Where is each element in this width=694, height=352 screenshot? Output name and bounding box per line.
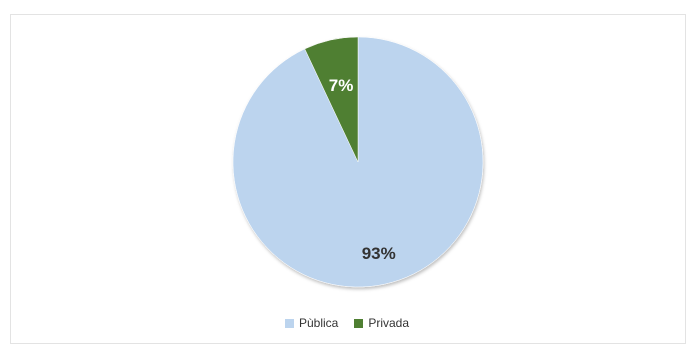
- legend-swatch: [354, 318, 364, 328]
- slice-label-privada: 7%: [329, 76, 354, 95]
- legend-entry: Privada: [354, 316, 409, 330]
- legend-entry: Pùblica: [284, 316, 339, 330]
- legend: Pùblica Privada: [0, 316, 694, 330]
- pie-slice-privada: [304, 36, 359, 163]
- legend-label: Privada: [368, 316, 410, 330]
- slice-label-p-blica: 93%: [362, 244, 396, 263]
- legend-label: Pùblica: [298, 316, 339, 330]
- legend-swatch: [284, 318, 294, 328]
